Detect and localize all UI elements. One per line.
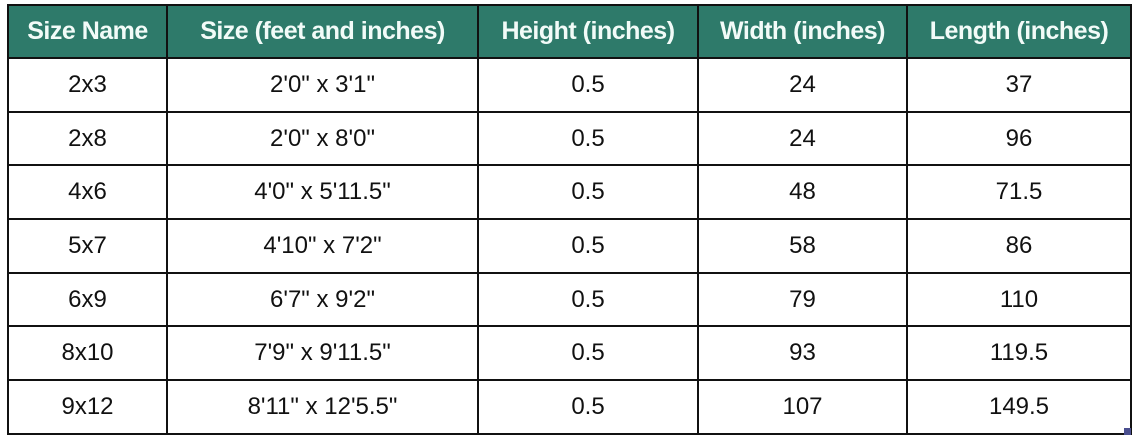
header-row: Size Name Size (feet and inches) Height (i… bbox=[7, 4, 1132, 59]
table-cell: 149.5 bbox=[906, 379, 1132, 435]
table-cell: 2'0" x 3'1" bbox=[166, 57, 479, 113]
table-cell: 96 bbox=[906, 110, 1132, 167]
table-cell: 110 bbox=[906, 271, 1132, 328]
table-row: 2x3 2'0" x 3'1" 0.5 24 37 bbox=[7, 57, 1132, 113]
table-cell: 24 bbox=[697, 57, 908, 113]
table-cell: 0.5 bbox=[477, 325, 699, 382]
table-cell: 8x10 bbox=[7, 325, 168, 382]
table-cell: 71.5 bbox=[906, 164, 1132, 221]
table-cell: 0.5 bbox=[477, 57, 699, 113]
table-cell: 58 bbox=[697, 218, 908, 274]
table-cell: 2'0" x 8'0" bbox=[166, 110, 479, 167]
column-header: Width (inches) bbox=[697, 4, 908, 59]
table-cell: 2x8 bbox=[7, 110, 168, 167]
size-table: Size Name Size (feet and inches) Height (i… bbox=[7, 4, 1132, 435]
table-cell: 37 bbox=[906, 57, 1132, 113]
table-cell: 48 bbox=[697, 164, 908, 221]
table-cell: 86 bbox=[906, 218, 1132, 274]
table-row: 2x8 2'0" x 8'0" 0.5 24 96 bbox=[7, 110, 1132, 167]
table-cell: 6x9 bbox=[7, 271, 168, 328]
table-cell: 7'9" x 9'11.5" bbox=[166, 325, 479, 382]
table-cell: 79 bbox=[697, 271, 908, 328]
table-row: 4x6 4'0" x 5'11.5" 0.5 48 71.5 bbox=[7, 164, 1132, 221]
table-row: 6x9 6'7" x 9'2" 0.5 79 110 bbox=[7, 271, 1132, 328]
table-cell: 0.5 bbox=[477, 379, 699, 435]
column-header: Length (inches) bbox=[906, 4, 1132, 59]
table-cell: 4x6 bbox=[7, 164, 168, 221]
column-header: Size Name bbox=[7, 4, 168, 59]
table-cell: 0.5 bbox=[477, 271, 699, 328]
table-cell: 2x3 bbox=[7, 57, 168, 113]
table-cell: 0.5 bbox=[477, 218, 699, 274]
table-row: 8x10 7'9" x 9'11.5" 0.5 93 119.5 bbox=[7, 325, 1132, 382]
table-cell: 6'7" x 9'2" bbox=[166, 271, 479, 328]
table-row: 9x12 8'11" x 12'5.5" 0.5 107 149.5 bbox=[7, 379, 1132, 435]
table-cell: 93 bbox=[697, 325, 908, 382]
table-cell: 4'0" x 5'11.5" bbox=[166, 164, 479, 221]
table-row: 5x7 4'10" x 7'2" 0.5 58 86 bbox=[7, 218, 1132, 274]
table-cell: 5x7 bbox=[7, 218, 168, 274]
resize-handle[interactable] bbox=[1124, 428, 1131, 435]
table-cell: 8'11" x 12'5.5" bbox=[166, 379, 479, 435]
column-header: Height (inches) bbox=[477, 4, 699, 59]
table-cell: 4'10" x 7'2" bbox=[166, 218, 479, 274]
column-header: Size (feet and inches) bbox=[166, 4, 479, 59]
table-cell: 107 bbox=[697, 379, 908, 435]
table-cell: 0.5 bbox=[477, 164, 699, 221]
table-cell: 9x12 bbox=[7, 379, 168, 435]
table-cell: 24 bbox=[697, 110, 908, 167]
table-cell: 0.5 bbox=[477, 110, 699, 167]
table-cell: 119.5 bbox=[906, 325, 1132, 382]
